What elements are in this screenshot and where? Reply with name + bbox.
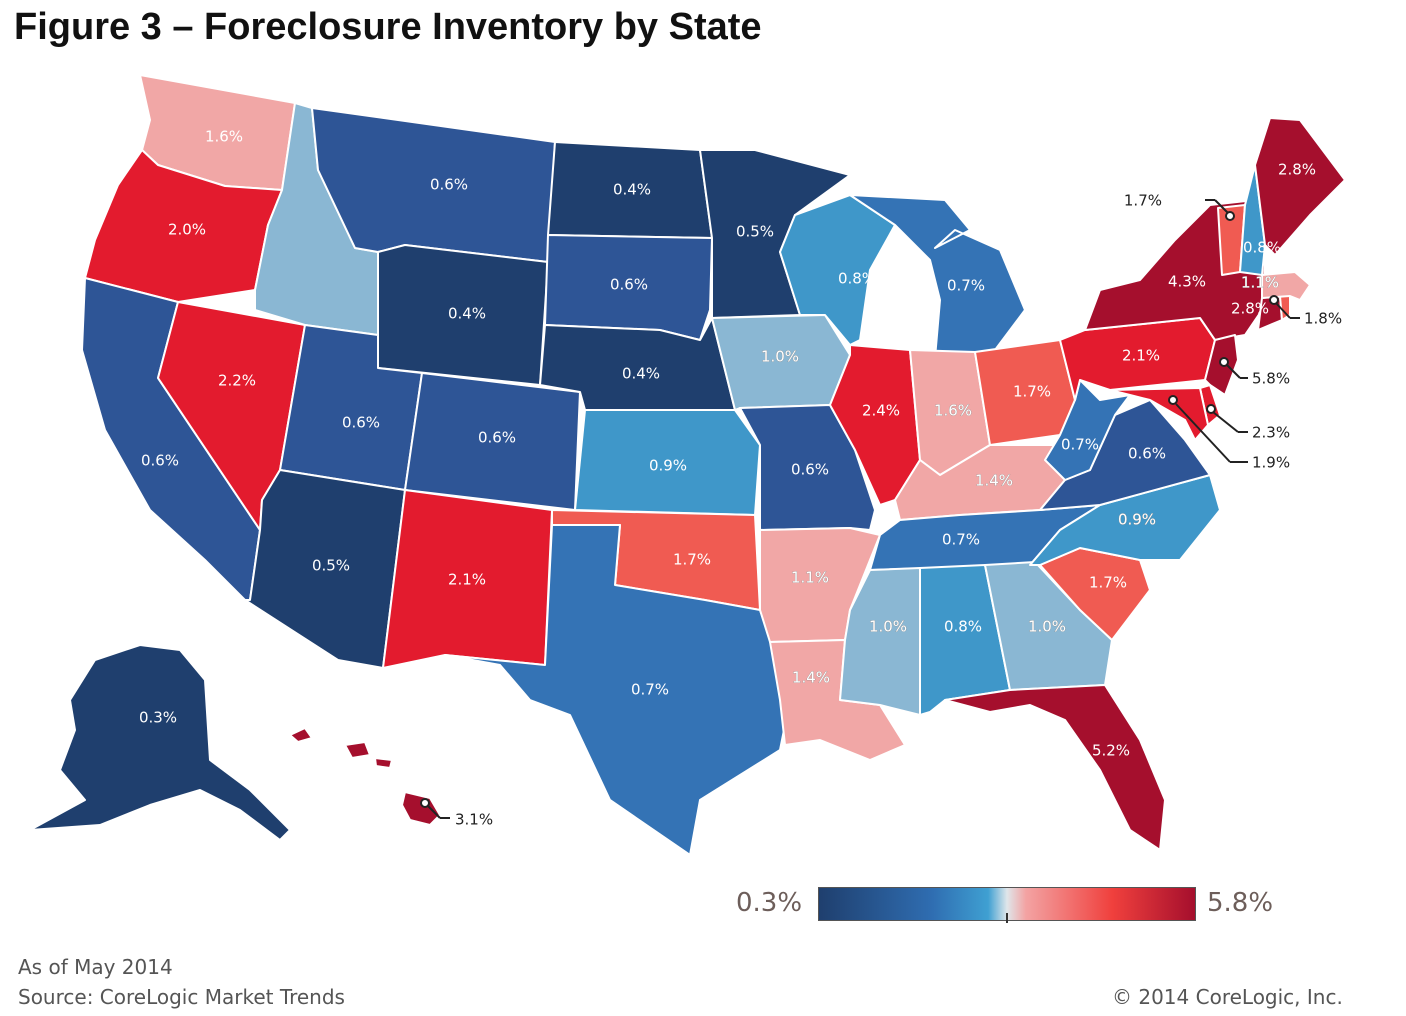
state-label-OK: 1.7% <box>673 551 711 569</box>
state-label-AR: 1.1% <box>791 569 829 587</box>
state-AK[interactable] <box>29 644 291 841</box>
state-label-RI: 1.8% <box>1304 310 1342 328</box>
as-of-date: As of May 2014 <box>18 955 173 979</box>
state-label-UT: 0.6% <box>342 414 380 432</box>
state-label-PA: 2.1% <box>1122 347 1160 365</box>
state-label-ND: 0.4% <box>613 181 651 199</box>
legend-max-label: 5.8% <box>1207 888 1274 918</box>
copyright-note: © 2014 CoreLogic, Inc. <box>1112 985 1343 1009</box>
state-label-NJ: 5.8% <box>1252 370 1290 388</box>
state-label-HI: 3.1% <box>455 811 493 829</box>
state-label-OH: 1.7% <box>1013 383 1051 401</box>
state-label-SD: 0.6% <box>610 276 648 294</box>
state-label-TX: 0.7% <box>631 681 669 699</box>
state-label-GA: 1.0% <box>1028 618 1066 636</box>
state-label-ME: 2.8% <box>1278 161 1316 179</box>
state-label-TN: 0.7% <box>942 531 980 549</box>
state-label-NH: 0.8% <box>1243 239 1281 257</box>
source-note: Source: CoreLogic Market Trends <box>18 985 345 1009</box>
page-title: Figure 3 – Foreclosure Inventory by Stat… <box>14 6 762 48</box>
state-FL[interactable] <box>944 684 1166 851</box>
state-label-MS: 1.0% <box>869 618 907 636</box>
state-label-WY: 0.4% <box>448 305 486 323</box>
state-label-NC: 0.9% <box>1118 511 1156 529</box>
state-label-KS: 0.9% <box>649 457 687 475</box>
state-label-MN: 0.5% <box>736 223 774 241</box>
state-label-SC: 1.7% <box>1089 574 1127 592</box>
state-label-FL: 5.2% <box>1092 742 1130 760</box>
state-label-LA: 1.4% <box>792 669 830 687</box>
state-label-MT: 0.6% <box>430 176 468 194</box>
state-label-WA: 1.6% <box>205 128 243 146</box>
state-label-AZ: 0.5% <box>312 557 350 575</box>
state-TX[interactable] <box>444 524 791 856</box>
state-NC[interactable] <box>1029 474 1221 566</box>
state-label-VA: 0.6% <box>1128 445 1166 463</box>
legend-min-label: 0.3% <box>736 888 803 918</box>
state-MA[interactable] <box>1261 271 1311 301</box>
state-label-WV: 0.7% <box>1061 436 1099 454</box>
state-MD[interactable] <box>1109 387 1209 441</box>
state-label-MD: 1.9% <box>1252 454 1290 472</box>
state-NH[interactable] <box>1239 164 1266 276</box>
state-ME[interactable] <box>1254 117 1346 256</box>
state-label-MI: 0.7% <box>947 277 985 295</box>
state-label-DE: 2.3% <box>1252 424 1290 442</box>
state-label-CO: 0.6% <box>478 429 516 447</box>
state-label-IA: 1.0% <box>761 348 799 366</box>
state-label-KY: 1.4% <box>975 472 1013 490</box>
state-KS[interactable] <box>574 409 761 516</box>
state-label-NV: 2.2% <box>218 372 256 390</box>
state-MI[interactable] <box>849 194 1026 359</box>
state-HI[interactable] <box>289 727 441 826</box>
state-label-CT: 2.8% <box>1231 300 1269 318</box>
legend-tick-mark <box>1006 913 1008 923</box>
state-label-OR: 2.0% <box>168 221 206 239</box>
state-label-NE: 0.4% <box>622 365 660 383</box>
state-label-AK: 0.3% <box>139 709 177 727</box>
state-label-IL: 2.4% <box>862 402 900 420</box>
state-label-IN: 1.6% <box>934 402 972 420</box>
state-label-AL: 0.8% <box>944 618 982 636</box>
state-label-NM: 2.1% <box>448 571 486 589</box>
state-label-CA: 0.6% <box>141 452 179 470</box>
state-label-MA: 1.1% <box>1241 274 1279 292</box>
state-label-NY: 4.3% <box>1168 273 1206 291</box>
state-label-WI: 0.8% <box>838 270 876 288</box>
state-label-MO: 0.6% <box>791 461 829 479</box>
state-label-VT: 1.7% <box>1124 192 1162 210</box>
